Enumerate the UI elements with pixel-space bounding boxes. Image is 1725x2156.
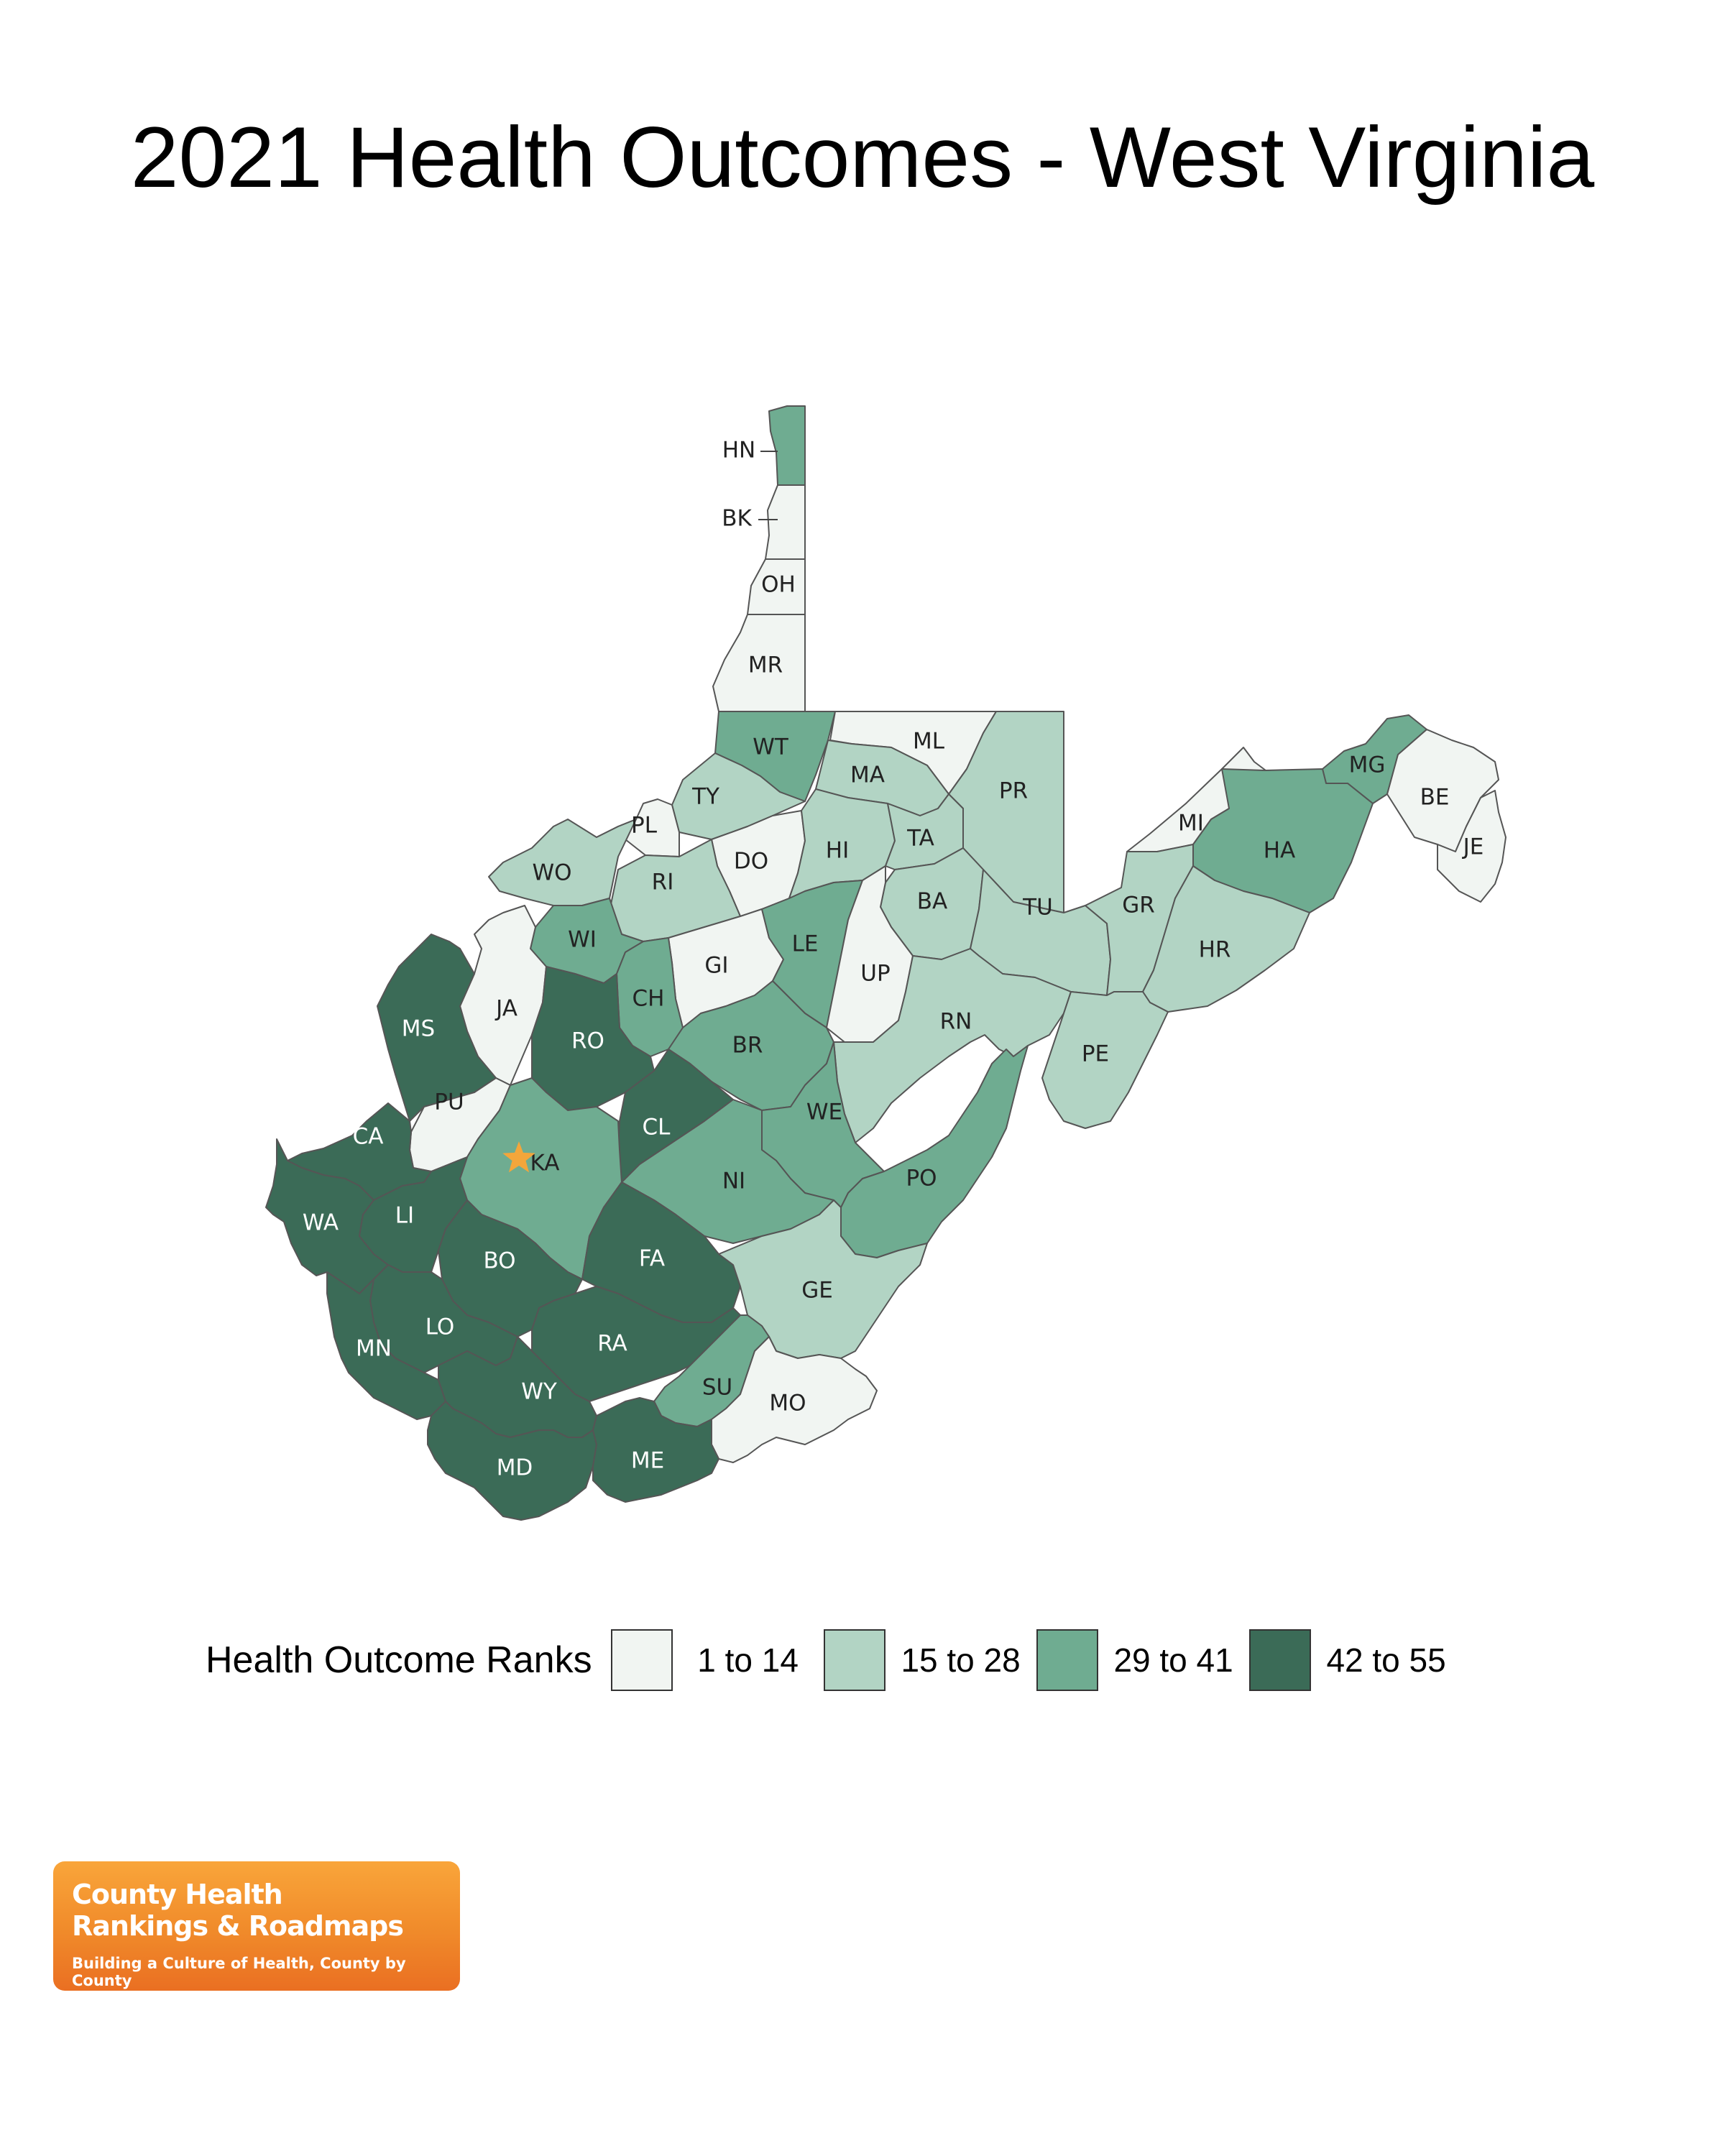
- county-label-hn: HN: [722, 438, 756, 464]
- county-label-md: MD: [497, 1455, 533, 1481]
- county-label-ri: RI: [652, 870, 674, 895]
- legend-label: 42 to 55: [1326, 1641, 1446, 1679]
- county-label-fa: FA: [639, 1246, 665, 1272]
- county-label-mg: MG: [1349, 752, 1386, 778]
- county-label-wy: WY: [521, 1379, 557, 1405]
- county-mo[interactable]: [711, 1336, 878, 1463]
- county-label-ba: BA: [917, 889, 947, 915]
- county-label-gi: GI: [704, 953, 728, 979]
- logo-line-1: County Health: [72, 1879, 283, 1910]
- county-label-ha: HA: [1264, 838, 1296, 864]
- county-label-ma: MA: [850, 763, 885, 788]
- star-icon: [502, 1141, 535, 1173]
- legend-swatch: [823, 1629, 886, 1691]
- legend-item-2: 15 to 28: [823, 1629, 1036, 1691]
- county-label-je: JE: [1462, 834, 1484, 860]
- legend-item-3: 29 to 41: [1036, 1629, 1249, 1691]
- county-label-wa: WA: [303, 1210, 339, 1236]
- map-title: 2021 Health Outcomes - West Virginia: [130, 109, 1595, 206]
- county-bk[interactable]: [765, 484, 806, 560]
- county-wo[interactable]: [488, 819, 637, 906]
- county-label-be: BE: [1420, 785, 1450, 811]
- county-label-lo: LO: [426, 1314, 455, 1340]
- county-label-gr: GR: [1122, 893, 1155, 918]
- county-label-ch: CH: [632, 986, 665, 1012]
- county-label-ni: NI: [722, 1169, 745, 1194]
- county-label-wi: WI: [568, 927, 597, 953]
- legend-swatch: [610, 1629, 673, 1691]
- county-label-hr: HR: [1199, 937, 1231, 963]
- county-hr[interactable]: [1142, 865, 1310, 1013]
- county-hn[interactable]: [768, 405, 806, 486]
- legend-title: Health Outcome Ranks: [206, 1639, 592, 1681]
- county-mr[interactable]: [712, 614, 806, 712]
- county-label-po: PO: [906, 1166, 937, 1192]
- county-pe[interactable]: [1041, 991, 1169, 1129]
- county-label-up: UP: [860, 961, 890, 987]
- county-label-tu: TU: [1022, 895, 1053, 921]
- county-label-mn: MN: [356, 1336, 392, 1362]
- logo-tagline: Building a Culture of Health, County by …: [72, 1955, 406, 1989]
- county-label-rn: RN: [940, 1009, 972, 1035]
- county-label-ja: JA: [494, 996, 518, 1022]
- county-label-wo: WO: [532, 860, 571, 886]
- legend: Health Outcome Ranks 1 to 14 15 to 28 29…: [206, 1628, 1462, 1692]
- county-label-pr: PR: [999, 778, 1028, 804]
- county-label-le: LE: [792, 931, 819, 957]
- county-label-mo: MO: [769, 1391, 806, 1416]
- county-label-wt: WT: [753, 734, 789, 760]
- county-label-bk: BK: [722, 506, 752, 532]
- county-label-we: WE: [806, 1100, 842, 1125]
- county-label-pe: PE: [1082, 1041, 1109, 1067]
- county-label-ra: RA: [597, 1331, 627, 1357]
- county-label-pl: PL: [631, 813, 658, 839]
- county-label-ta: TA: [906, 826, 934, 852]
- legend-swatch: [1036, 1629, 1098, 1691]
- county-label-mr: MR: [748, 653, 783, 678]
- county-label-ms: MS: [402, 1016, 435, 1042]
- county-label-ca: CA: [353, 1124, 384, 1150]
- county-label-br: BR: [732, 1033, 763, 1059]
- legend-item-1: 1 to 14: [610, 1629, 824, 1691]
- county-label-pu: PU: [434, 1089, 464, 1115]
- county-ni[interactable]: [621, 1099, 834, 1244]
- legend-label: 29 to 41: [1113, 1641, 1233, 1679]
- county-label-ka: KA: [530, 1151, 560, 1176]
- county-label-cl: CL: [643, 1115, 671, 1141]
- legend-swatch: [1248, 1629, 1311, 1691]
- county-label-ro: RO: [571, 1028, 604, 1054]
- county-health-rankings-logo[interactable]: County Health Rankings & Roadmaps Buildi…: [53, 1861, 460, 1991]
- logo-line-2: Rankings & Roadmaps: [72, 1910, 404, 1942]
- county-label-me: ME: [631, 1448, 664, 1474]
- county-label-ty: TY: [691, 784, 719, 810]
- county-je[interactable]: [1437, 790, 1506, 903]
- county-label-bo: BO: [483, 1248, 515, 1274]
- county-label-su: SU: [702, 1375, 732, 1401]
- county-label-li: LI: [395, 1203, 414, 1229]
- county-label-ml: ML: [913, 729, 945, 755]
- county-label-hi: HI: [826, 838, 849, 864]
- county-label-do: DO: [734, 849, 768, 875]
- legend-item-4: 42 to 55: [1248, 1629, 1462, 1691]
- legend-label: 15 to 28: [901, 1641, 1021, 1679]
- county-me[interactable]: [592, 1397, 719, 1503]
- county-label-mi: MI: [1178, 811, 1204, 837]
- legend-label: 1 to 14: [697, 1641, 799, 1679]
- county-label-oh: OH: [761, 572, 796, 598]
- county-label-ge: GE: [801, 1278, 833, 1304]
